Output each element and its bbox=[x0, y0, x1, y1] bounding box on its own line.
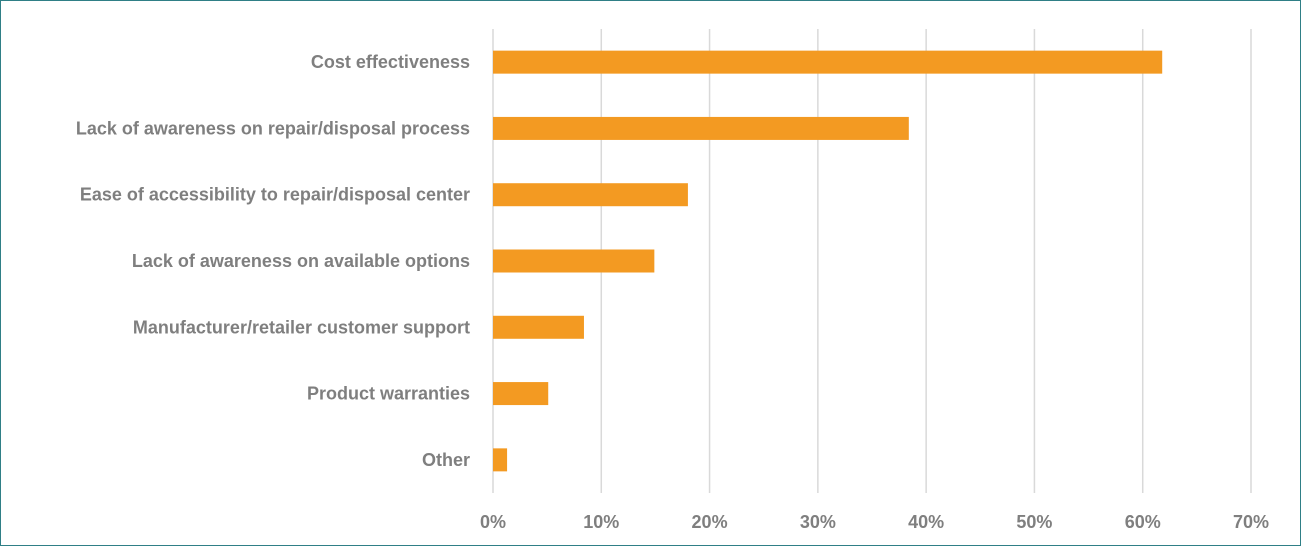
category-label: Other bbox=[422, 450, 470, 470]
x-tick-label: 10% bbox=[583, 512, 619, 532]
bar bbox=[493, 448, 508, 472]
category-label: Ease of accessibility to repair/disposal… bbox=[80, 185, 470, 205]
x-tick-label: 40% bbox=[908, 512, 944, 532]
gridlines bbox=[492, 29, 1252, 493]
x-tick-label: 70% bbox=[1233, 512, 1269, 532]
bar bbox=[493, 382, 549, 406]
category-label: Product warranties bbox=[307, 384, 470, 404]
bar bbox=[493, 116, 909, 140]
category-label: Lack of awareness on available options bbox=[132, 251, 470, 271]
bar bbox=[493, 249, 655, 273]
category-label: Manufacturer/retailer customer support bbox=[133, 317, 470, 337]
x-tick-label: 0% bbox=[480, 512, 506, 532]
x-tick-labels: 0% 10% 20% 30% 40% 50% 60% 70% bbox=[480, 512, 1269, 532]
category-labels: Cost effectiveness Lack of awareness on r… bbox=[76, 52, 470, 470]
bar bbox=[493, 50, 1163, 74]
category-label: Cost effectiveness bbox=[311, 52, 470, 72]
bar bbox=[493, 183, 688, 207]
x-tick-label: 30% bbox=[800, 512, 836, 532]
bar bbox=[493, 315, 584, 339]
x-tick-label: 20% bbox=[692, 512, 728, 532]
x-tick-label: 60% bbox=[1125, 512, 1161, 532]
category-label: Lack of awareness on repair/disposal pro… bbox=[76, 118, 470, 138]
x-tick-label: 50% bbox=[1016, 512, 1052, 532]
bars bbox=[493, 50, 1163, 472]
